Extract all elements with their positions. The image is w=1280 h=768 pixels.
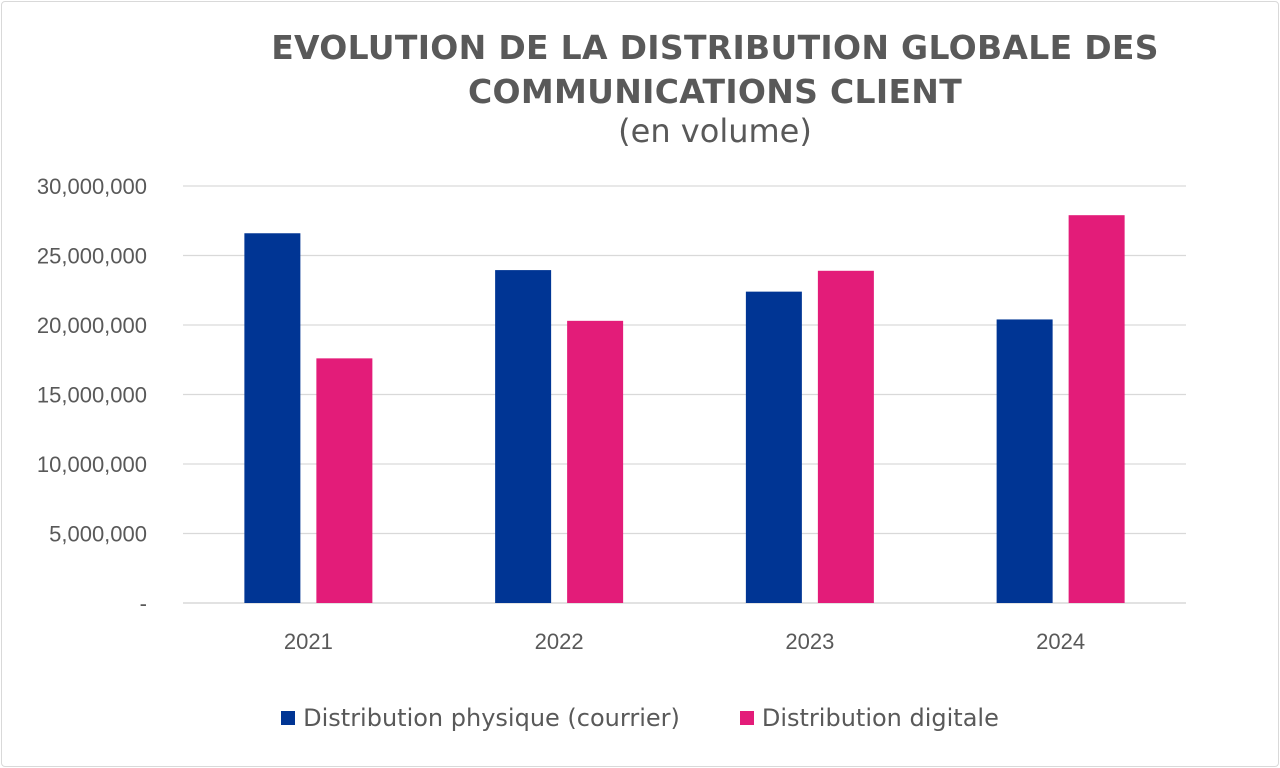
legend-label-digitale: Distribution digitale: [761, 704, 999, 732]
y-tick-label: 25,000,000: [37, 244, 147, 269]
legend-label-physique: Distribution physique (courrier): [303, 704, 680, 732]
bar-2022-digitale: [567, 320, 624, 603]
chart-subtitle: (en volume): [618, 112, 812, 150]
legend: Distribution physique (courrier) Distrib…: [0, 704, 1280, 732]
bar-2024-digitale: [1068, 215, 1125, 603]
legend-item-digitale: Distribution digitale: [739, 704, 999, 732]
y-tick-label: 30,000,000: [37, 174, 147, 199]
y-tick-label: 5,000,000: [49, 522, 147, 547]
legend-swatch-digitale: [739, 711, 754, 725]
x-tick-label: 2024: [1036, 629, 1085, 654]
chart-title: EVOLUTION DE LA DISTRIBUTION GLOBALE DES…: [271, 28, 1159, 111]
bar-2024-physique: [996, 319, 1053, 603]
x-tick-label: 2021: [284, 629, 333, 654]
y-tick-label: 15,000,000: [37, 383, 147, 408]
legend-item-physique: Distribution physique (courrier): [281, 704, 680, 732]
y-tick-label: 10,000,000: [37, 452, 147, 477]
y-tick-label: 20,000,000: [37, 313, 147, 338]
x-tick-label: 2022: [535, 629, 584, 654]
bar-2021-digitale: [316, 358, 373, 603]
bar-2021-physique: [244, 233, 301, 603]
bar-2023-digitale: [817, 270, 874, 603]
bar-2022-physique: [495, 270, 552, 603]
y-tick-label: -: [140, 591, 147, 616]
legend-swatch-physique: [281, 711, 296, 725]
bar-2023-physique: [745, 291, 802, 603]
x-tick-label: 2023: [785, 629, 834, 654]
